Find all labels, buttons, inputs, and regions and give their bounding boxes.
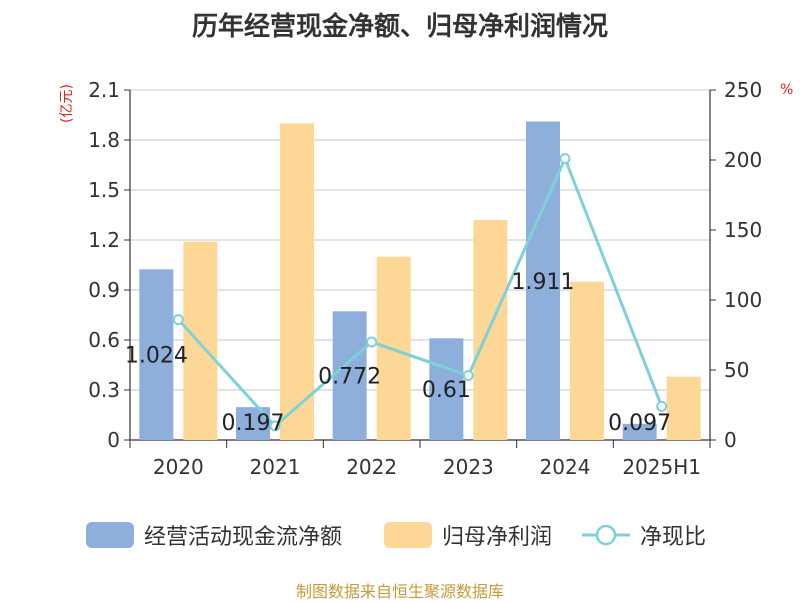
bar-netprofit	[183, 241, 218, 440]
source-note: 制图数据来自恒生聚源数据库	[295, 582, 504, 601]
x-tick-label: 2022	[346, 455, 397, 479]
left-tick-label: 0.3	[88, 378, 120, 402]
data-label: 1.911	[512, 270, 575, 295]
left-tick-label: 1.5	[88, 178, 120, 202]
left-tick-label: 1.8	[88, 128, 120, 152]
left-tick-label: 0	[107, 428, 120, 452]
left-tick-label: 0.9	[88, 278, 120, 302]
data-label: 1.024	[125, 344, 188, 369]
bar-cashflow	[622, 423, 657, 440]
right-tick-label: 50	[724, 358, 749, 382]
ratio-point	[559, 153, 571, 165]
bar-cashflow	[332, 311, 367, 440]
ratio-point	[366, 336, 378, 348]
legend-item-cashflow[interactable]: 经营活动现金流净额	[86, 518, 342, 552]
bar-cashflow	[139, 269, 174, 440]
x-tick-label: 2024	[540, 455, 591, 479]
ratio-point	[269, 420, 281, 432]
right-tick-label: 0	[724, 428, 737, 452]
legend-item-netprofit[interactable]: 归母净利润	[384, 518, 552, 552]
legend: 经营活动现金流净额 归母净利润 净现比	[0, 518, 800, 552]
bar-cashflow	[526, 121, 560, 440]
ratio-point	[656, 400, 668, 412]
bar-cashflow	[429, 338, 464, 440]
ratio-line	[177, 154, 664, 429]
bar-netprofit	[666, 376, 701, 440]
right-tick-label: 100	[724, 288, 762, 312]
right-tick-label: 250	[724, 78, 762, 102]
legend-label-ratio: 净现比	[640, 525, 707, 550]
x-tick-label: 2020	[153, 455, 204, 479]
ratio-point	[172, 314, 184, 326]
x-tick-label: 2025H1	[622, 455, 701, 479]
legend-swatch-netprofit	[384, 522, 432, 548]
legend-swatch-cashflow	[86, 522, 134, 548]
left-tick-label: 2.1	[88, 78, 120, 102]
left-tick-label: 1.2	[88, 228, 120, 252]
bar-netprofit	[280, 123, 314, 440]
data-label: 0.197	[222, 411, 285, 436]
legend-item-ratio[interactable]: 净现比	[582, 518, 706, 552]
bar-netprofit	[570, 281, 604, 440]
right-tick-label: 200	[724, 148, 762, 172]
data-label: 0.61	[422, 378, 471, 403]
right-axis-unit: %	[780, 82, 794, 98]
ratio-point	[462, 370, 474, 382]
bar-netprofit	[473, 220, 508, 440]
left-tick-label: 0.6	[88, 328, 120, 352]
x-tick-label: 2021	[250, 455, 301, 479]
chart-title: 历年经营现金净额、归母净利润情况	[191, 12, 608, 42]
right-tick-label: 150	[724, 218, 762, 242]
legend-label-netprofit: 归母净利润	[442, 525, 553, 550]
data-label: 0.772	[318, 365, 381, 390]
data-label: 0.097	[608, 411, 671, 436]
x-tick-label: 2023	[443, 455, 494, 479]
legend-line-marker-icon	[582, 524, 630, 546]
legend-label-cashflow: 经营活动现金流净额	[144, 525, 343, 550]
